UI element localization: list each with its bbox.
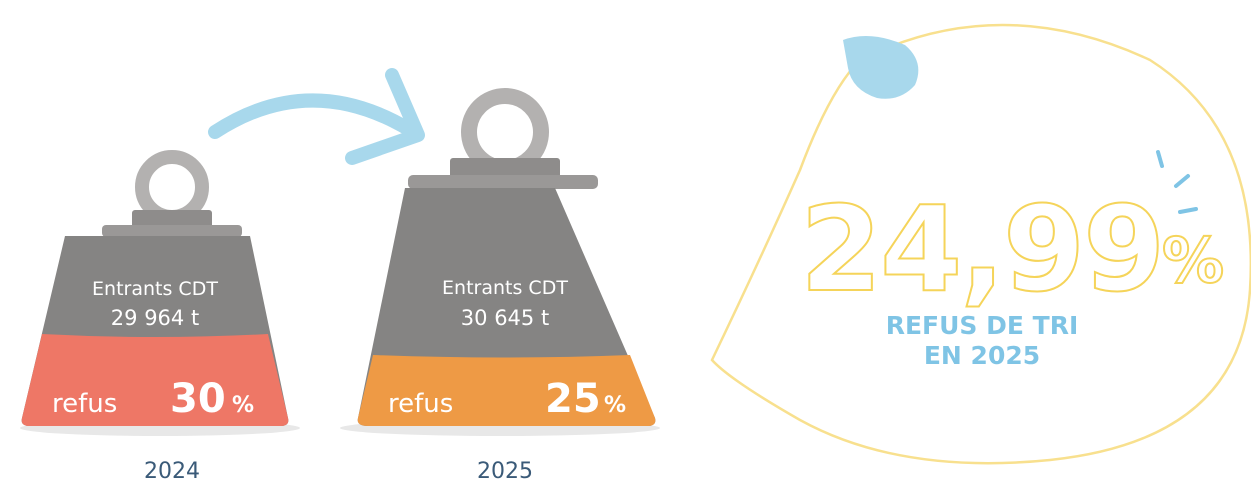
weight-amount: 30 645 t: [461, 306, 549, 330]
blob-outline: [710, 23, 1251, 465]
weight-2024: Entrants CDT 29 964 t refus 30 % 2024: [20, 150, 300, 483]
refus-unit: %: [604, 393, 626, 418]
drop: [843, 36, 919, 99]
arrow-head: [345, 68, 425, 165]
refus-label: refus: [52, 389, 117, 419]
weight-label: Entrants CDT: [442, 277, 568, 299]
year: 2024: [144, 459, 200, 483]
arrow: [208, 93, 417, 139]
caption-line: REFUS DE TRI: [886, 311, 1079, 340]
sparkle: [1156, 150, 1198, 214]
weight-label: Entrants CDT: [92, 278, 218, 300]
caption-line: EN 2025: [924, 341, 1040, 370]
refus-fill: [21, 334, 289, 426]
weight-2025: Entrants CDT 30 645 t refus 25 % 2025: [340, 88, 660, 483]
weight-amount: 29 964 t: [111, 306, 199, 330]
ring: [135, 150, 209, 224]
refus-fill: [357, 355, 656, 426]
rim: [408, 175, 598, 189]
refus-value: 30: [170, 376, 226, 422]
highlight-value: 24,99: [800, 180, 1163, 318]
ring: [461, 88, 549, 176]
rim: [102, 225, 242, 237]
highlight: 24,99 % REFUS DE TRI EN 2025: [710, 23, 1251, 465]
refus-unit: %: [232, 393, 254, 418]
year: 2025: [477, 459, 533, 483]
highlight-unit: %: [1162, 224, 1224, 297]
refus-value: 25: [545, 376, 601, 422]
refus-label: refus: [388, 389, 453, 419]
